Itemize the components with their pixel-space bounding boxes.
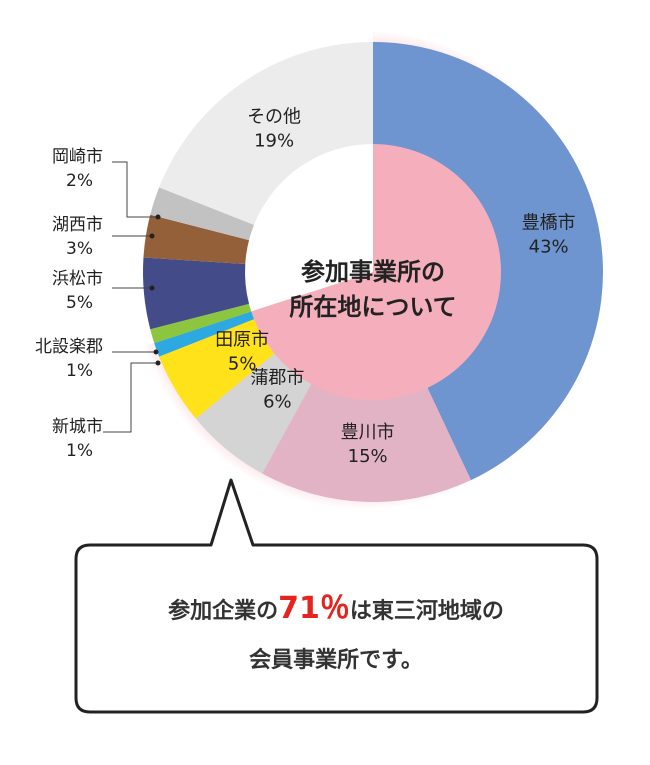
slice-label: 新城市 — [52, 417, 103, 437]
slice-label: 岡崎市 — [52, 147, 103, 167]
chart-title-line-1: 参加事業所の — [301, 258, 445, 286]
callout-highlight: 71％ — [278, 591, 350, 626]
leader-dot — [149, 233, 155, 239]
slice-label: 蒲郡市 — [250, 368, 304, 389]
slice-value-label: 15% — [348, 446, 388, 467]
leader-lines — [103, 161, 161, 433]
callout-line-1-after: は東三河地域の — [350, 598, 504, 624]
slice-label: その他 — [247, 106, 301, 127]
slice-value-label: 1% — [66, 361, 93, 381]
slice-value-label: 5% — [228, 353, 257, 374]
slice-label: 豊川市 — [341, 422, 395, 443]
pie-slice — [150, 303, 252, 344]
pie-slice — [159, 42, 373, 225]
slice-label: 田原市 — [215, 329, 269, 350]
slice-value-label: 5% — [66, 293, 93, 313]
leader-line — [103, 362, 158, 433]
slice-value-label: 6% — [263, 392, 292, 413]
pie-slice — [143, 257, 250, 330]
pie-slice — [262, 384, 471, 502]
pie-slice — [150, 187, 254, 241]
leader-dot — [155, 214, 161, 220]
callout-box — [74, 478, 599, 714]
slice-label: 湖西市 — [52, 215, 103, 235]
leader-line — [112, 161, 158, 218]
slice-value-label: 19% — [254, 130, 294, 151]
chart-title-line-2: 所在地について — [289, 293, 456, 321]
callout-bubble: 参加企業の71％は東三河地域の 会員事業所です。 — [74, 478, 599, 714]
slice-value-label: 3% — [66, 239, 93, 259]
pie-slices — [143, 42, 603, 502]
callout-line-1: 参加企業の71％は東三河地域の — [168, 591, 504, 626]
slice-value-label: 1% — [66, 441, 93, 461]
chart-title: 参加事業所の 所在地について — [289, 258, 456, 321]
pie-slice — [373, 42, 603, 481]
slice-value-label: 2% — [66, 171, 93, 191]
leader-dot — [155, 360, 161, 366]
leader-dot — [149, 285, 155, 291]
pie-slice — [159, 319, 275, 419]
pie-slice — [143, 214, 250, 264]
leader-dot — [153, 349, 159, 355]
slice-label: 北設楽郡 — [35, 337, 103, 357]
pie-slice — [195, 353, 312, 474]
callout-line-2: 会員事業所です。 — [249, 647, 423, 673]
pie-slice — [154, 311, 254, 357]
slice-labels: 豊橋市 43% 豊川市 15% 蒲郡市 6% 田原市 5% 新城市 1% 北設楽郡 1% 浜松市 5% 湖西… — [35, 106, 576, 466]
slice-value-label: 43% — [529, 237, 569, 258]
callout-line-1-before: 参加企業の — [168, 598, 278, 624]
slice-label: 浜松市 — [52, 269, 103, 289]
slice-label: 豊橋市 — [522, 213, 576, 234]
